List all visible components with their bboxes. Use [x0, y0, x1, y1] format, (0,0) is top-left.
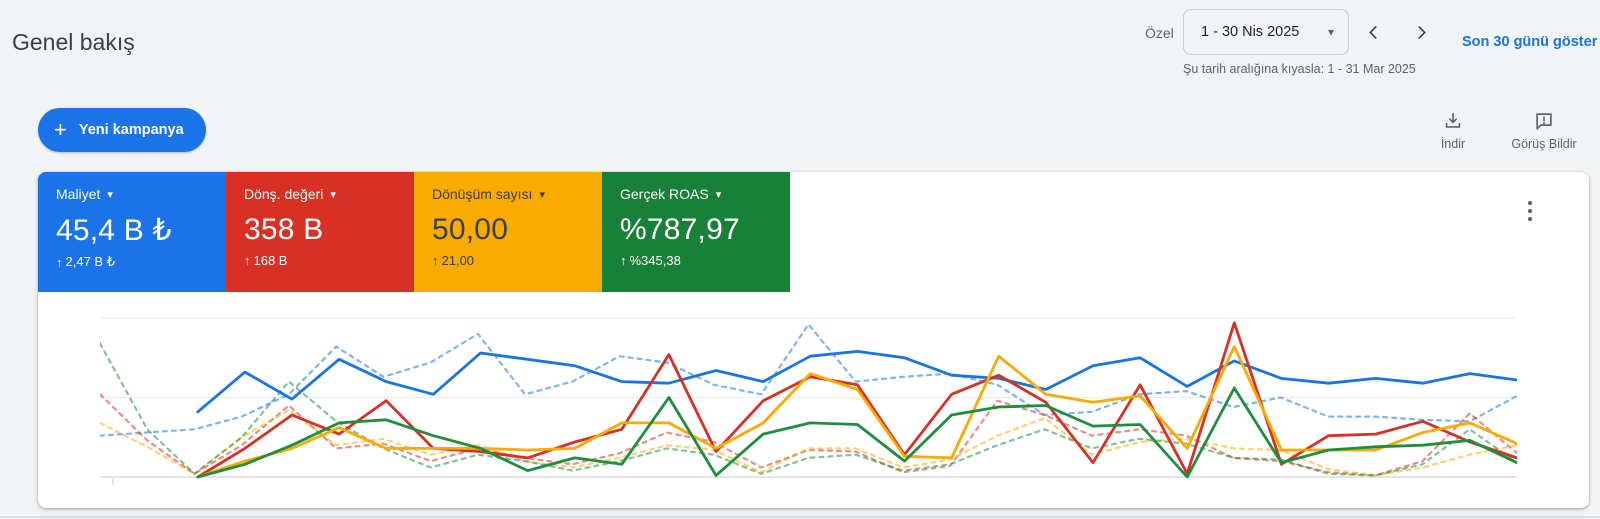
chevron-down-icon: ▾ — [715, 188, 722, 201]
up-arrow-icon: ↑ — [620, 253, 627, 268]
compare-date-range-text: Şu tarih aralığına kıyasla: 1 - 31 Mar 2… — [1183, 62, 1416, 76]
metric-delta: 2,47 B ₺ — [65, 254, 115, 269]
up-arrow-icon: ↑ — [56, 254, 63, 270]
metric-card-gercek-roas[interactable]: Gerçek ROAS ▾ %787,97 ↑ %345,38 — [602, 172, 790, 292]
metric-delta: 21,00 — [441, 253, 475, 268]
download-button[interactable]: İndir — [1408, 110, 1498, 151]
date-range-selector[interactable]: 1 - 30 Nis 2025 ▾ — [1183, 9, 1349, 55]
performance-chart[interactable] — [98, 300, 1519, 487]
metric-label: Dönş. değeri — [244, 186, 324, 202]
chart-line-current-5 — [196, 321, 1519, 479]
metric-label: Maliyet — [56, 186, 101, 202]
chevron-down-icon: ▾ — [1327, 25, 1334, 39]
chart-line-current-6 — [196, 345, 1519, 479]
chevron-left-icon — [1368, 25, 1377, 39]
page-title: Genel bakış — [12, 29, 135, 55]
card-options-button[interactable] — [1514, 194, 1546, 228]
metric-value: 50,00 — [432, 213, 509, 246]
metric-value: %787,97 — [620, 213, 740, 246]
chevron-right-icon — [1417, 25, 1426, 39]
plus-icon: + — [54, 117, 67, 142]
metric-card-dons-degeri[interactable]: Dönş. değeri ▾ 358 B ↑ 168 B — [226, 172, 414, 292]
up-arrow-icon: ↑ — [432, 253, 439, 268]
overview-card: Maliyet ▾ 45,4 B ₺ ↑ 2,47 B ₺ Dönş. değeri… — [38, 172, 1589, 508]
metric-value: 45,4 B ₺ — [56, 214, 172, 247]
metric-card-maliyet[interactable]: Maliyet ▾ 45,4 B ₺ ↑ 2,47 B ₺ — [38, 172, 226, 292]
chart-line-previous-2 — [98, 409, 1519, 477]
date-range-type-label: Özel — [1145, 25, 1174, 41]
up-arrow-icon: ↑ — [244, 253, 251, 268]
metric-value: 358 B — [244, 213, 324, 246]
performance-chart-svg — [98, 317, 1519, 485]
new-campaign-label: Yeni kampanya — [78, 122, 184, 138]
chevron-down-icon: ▾ — [107, 188, 113, 201]
chevron-down-icon: ▾ — [539, 188, 545, 201]
feedback-label: Görüş Bildir — [1511, 137, 1577, 151]
metric-label: Gerçek ROAS — [620, 186, 709, 202]
metric-label: Dönüşüm sayısı — [432, 186, 533, 202]
chevron-down-icon: ▾ — [330, 188, 336, 201]
new-campaign-button[interactable]: + Yeni kampanya — [38, 108, 206, 152]
show-last-30-days-link[interactable]: Son 30 günü göster — [1462, 34, 1598, 50]
download-label: İndir — [1440, 137, 1466, 151]
bottom-divider — [0, 516, 1600, 518]
metric-delta: %345,38 — [629, 253, 681, 268]
feedback-icon — [1536, 113, 1552, 130]
download-icon — [1445, 112, 1461, 128]
chart-line-previous-0 — [98, 323, 1519, 437]
feedback-button[interactable]: Görüş Bildir — [1499, 110, 1589, 151]
chart-line-current-4 — [196, 350, 1519, 414]
kebab-icon — [1528, 201, 1532, 205]
previous-period-button[interactable] — [1358, 17, 1388, 47]
chart-line-current-7 — [196, 386, 1519, 479]
metric-delta: 168 B — [253, 253, 288, 268]
date-range-value: 1 - 30 Nis 2025 — [1201, 24, 1300, 40]
next-period-button[interactable] — [1406, 17, 1436, 47]
metric-card-donusum-sayisi[interactable]: Dönüşüm sayısı ▾ 50,00 ↑ 21,00 — [414, 172, 602, 292]
